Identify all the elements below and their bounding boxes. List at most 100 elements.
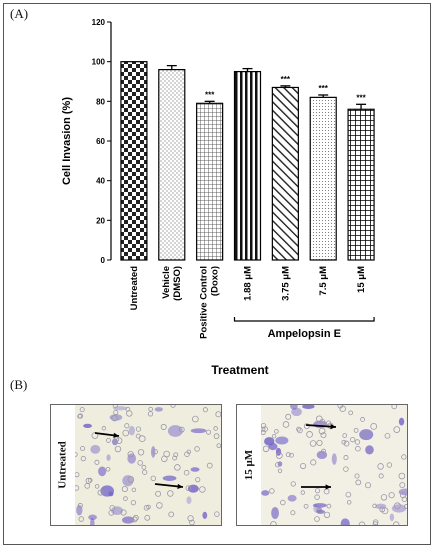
membrane-pore [355,445,361,452]
significance-label: *** [205,90,215,99]
membrane-pore [178,426,185,433]
membrane-pore [215,411,221,418]
membrane-pore [163,450,170,458]
membrane-pore [388,492,395,499]
membrane-pore [290,481,296,487]
membrane-pore [213,426,218,431]
stained-cell [202,511,208,519]
membrane-pore [275,452,283,459]
membrane-pore [167,490,174,497]
membrane-pore [183,469,190,476]
membrane-pore [282,421,290,428]
micrograph-image [261,405,407,525]
significance-label: *** [281,75,291,84]
membrane-pore [320,432,327,439]
membrane-pore [299,462,307,470]
membrane-pore [79,407,85,413]
stained-cell [154,407,163,412]
x-tick-label: Positive Control(Doxo) [199,266,221,339]
membrane-pore [205,429,212,435]
membrane-pore [137,449,145,456]
stained-cell [128,425,135,436]
membrane-pore [75,452,78,457]
y-tick-label: 40 [96,177,105,186]
membrane-pore [189,519,195,525]
membrane-pore [194,446,200,452]
membrane-pore [314,494,320,500]
membrane-pore [262,445,270,453]
membrane-pore [380,494,388,501]
membrane-pore [290,510,296,516]
stained-cell [90,444,101,454]
membrane-pore [300,490,306,495]
membrane-pore [365,482,372,489]
membrane-pore [310,459,317,466]
membrane-pore [384,432,391,439]
membrane-pore [135,426,142,432]
membrane-pore [80,445,86,452]
stained-cell [106,454,111,461]
membrane-pore [184,451,190,457]
membrane-pore [326,420,332,426]
micrograph-label: 15 μM [243,449,255,481]
y-tick-label: 0 [101,256,106,265]
membrane-pore [137,460,143,466]
membrane-pore [113,409,119,416]
membrane-pore [114,445,122,453]
membrane-pore [143,504,150,511]
membrane-pore [168,511,175,518]
arrow-head [113,432,119,438]
membrane-pore [101,426,107,431]
stained-cell [108,491,114,497]
membrane-pore [343,455,349,461]
membrane-pore [214,511,220,517]
membrane-pore [372,503,377,509]
membrane-pore [111,414,118,422]
membrane-pore [348,410,354,416]
micrograph-image [75,405,221,525]
arrow-head [177,483,183,490]
membrane-pore [112,405,118,409]
membrane-pore [269,488,275,494]
membrane-pore [155,490,162,497]
membrane-pore [156,502,163,509]
stained-cell [398,417,405,426]
stained-cell [90,517,95,525]
membrane-pore [120,509,127,516]
membrane-pore [280,499,286,506]
stained-cell [261,490,270,496]
membrane-pore [127,476,135,483]
bar [233,70,262,261]
membrane-pore [108,510,115,516]
membrane-pore [285,413,292,420]
panel-b-label: (B) [10,377,28,392]
membrane-pore [170,405,176,408]
membrane-pore [321,448,327,454]
membrane-pore [315,415,323,423]
bar-chart: 0 20 40 60 80 100 120 Cell Invasion (%) Untreate… [61,18,375,377]
membrane-pore [135,433,141,439]
membrane-pore [361,432,367,438]
membrane-pore [199,486,206,493]
membrane-pore [393,521,400,525]
stained-cell [190,467,200,472]
membrane-pore [398,472,406,480]
membrane-pore [125,406,131,412]
membrane-pore [187,515,194,522]
membrane-pore [378,473,384,479]
micrograph-untreated: Untreated [50,404,222,526]
membrane-pore [360,417,365,422]
membrane-pore [148,406,154,412]
membrane-pore [306,431,313,438]
membrane-pore [358,521,366,525]
membrane-pore [391,405,398,410]
membrane-pore [326,503,332,509]
membrane-pore [285,452,291,458]
membrane-pore [206,462,213,469]
membrane-pore [132,514,139,521]
micrograph-label: Untreated [57,441,69,489]
membrane-pore [274,462,281,468]
x-axis-label: Treatment [211,363,268,377]
membrane-pore [91,432,99,439]
membrane-pore [345,491,352,498]
